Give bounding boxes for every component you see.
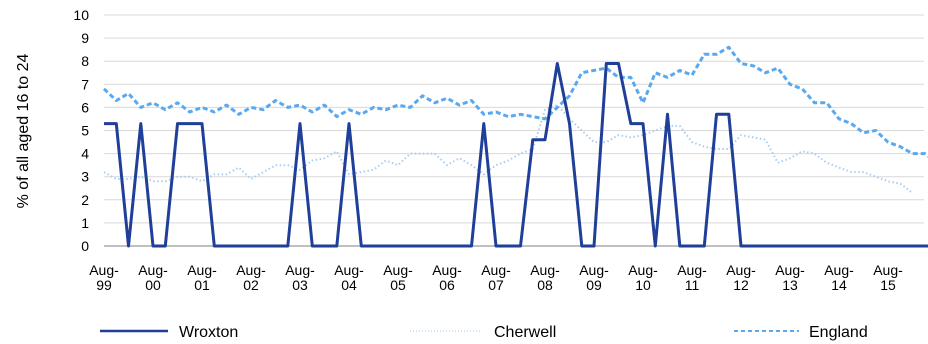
series-lines	[102, 45, 928, 248]
x-tick-05: Aug-05	[383, 262, 413, 293]
series-line-england	[102, 45, 928, 158]
x-tick-label-top: Aug-	[481, 262, 511, 278]
x-tick-label-top: Aug-	[775, 262, 805, 278]
series-line-wroxton	[104, 62, 928, 248]
x-tick-11: Aug-11	[677, 262, 707, 293]
legend-label-england: England	[809, 324, 868, 341]
y-tick-label-2: 2	[81, 192, 89, 208]
y-tick-label-5: 5	[81, 123, 89, 139]
x-tick-99: Aug-99	[89, 262, 119, 293]
x-tick-label-bottom: 08	[537, 277, 553, 293]
x-tick-label-top: Aug-	[334, 262, 364, 278]
x-tick-02: Aug-02	[236, 262, 266, 293]
x-tick-00: Aug-00	[138, 262, 168, 293]
x-tick-04: Aug-04	[334, 262, 364, 293]
x-tick-14: Aug-14	[824, 262, 854, 293]
x-tick-label-top: Aug-	[285, 262, 315, 278]
x-tick-01: Aug-01	[187, 262, 217, 293]
x-tick-label-top: Aug-	[530, 262, 560, 278]
x-tick-label-bottom: 05	[390, 277, 406, 293]
x-tick-label-bottom: 10	[635, 277, 651, 293]
y-tick-label-7: 7	[81, 76, 89, 92]
x-tick-label-bottom: 00	[145, 277, 161, 293]
x-tick-label-bottom: 11	[685, 277, 700, 293]
x-axis-ticks: Aug-99Aug-00Aug-01Aug-02Aug-03Aug-04Aug-…	[89, 262, 903, 293]
x-tick-label-bottom: 06	[439, 277, 455, 293]
x-tick-label-bottom: 03	[292, 277, 308, 293]
x-tick-label-top: Aug-	[726, 262, 756, 278]
x-tick-label-top: Aug-	[432, 262, 462, 278]
x-tick-label-top: Aug-	[873, 262, 903, 278]
gridlines	[104, 14, 924, 224]
x-tick-label-top: Aug-	[138, 262, 168, 278]
x-tick-06: Aug-06	[432, 262, 462, 293]
series-line-cherwell	[103, 104, 914, 194]
x-tick-label-top: Aug-	[383, 262, 413, 278]
y-tick-label-0: 0	[81, 238, 89, 254]
legend-label-wroxton: Wroxton	[179, 324, 238, 341]
y-tick-label-4: 4	[81, 146, 89, 162]
x-tick-07: Aug-07	[481, 262, 511, 293]
x-tick-10: Aug-10	[628, 262, 658, 293]
y-tick-label-10: 10	[73, 7, 89, 23]
x-tick-label-bottom: 04	[341, 277, 357, 293]
x-tick-label-top: Aug-	[824, 262, 854, 278]
x-tick-label-top: Aug-	[187, 262, 217, 278]
x-tick-label-bottom: 09	[586, 277, 602, 293]
x-tick-label-bottom: 07	[488, 277, 504, 293]
x-tick-label-bottom: 14	[831, 277, 847, 293]
x-tick-13: Aug-13	[775, 262, 805, 293]
legend: Wroxton Cherwell England	[100, 324, 868, 341]
x-tick-label-top: Aug-	[628, 262, 658, 278]
x-tick-label-top: Aug-	[579, 262, 609, 278]
y-tick-label-1: 1	[81, 215, 89, 231]
x-tick-03: Aug-03	[285, 262, 315, 293]
x-tick-15: Aug-15	[873, 262, 903, 293]
x-tick-label-bottom: 12	[733, 277, 749, 293]
x-tick-label-bottom: 13	[782, 277, 798, 293]
y-tick-label-3: 3	[81, 169, 89, 185]
x-tick-12: Aug-12	[726, 262, 756, 293]
x-tick-label-bottom: 01	[194, 277, 210, 293]
y-axis-label: % of all aged 16 to 24	[15, 54, 32, 209]
x-tick-label-top: Aug-	[89, 262, 119, 278]
legend-label-cherwell: Cherwell	[494, 324, 556, 341]
x-tick-label-top: Aug-	[677, 262, 707, 278]
y-tick-label-9: 9	[81, 30, 89, 46]
y-tick-label-8: 8	[81, 53, 89, 69]
x-tick-09: Aug-09	[579, 262, 609, 293]
x-tick-08: Aug-08	[530, 262, 560, 293]
x-tick-label-top: Aug-	[236, 262, 266, 278]
y-tick-label-6: 6	[81, 99, 89, 115]
y-axis-ticks: 0 1 2 3 4 5 6 7 8 9 10	[73, 7, 89, 254]
x-tick-label-bottom: 99	[96, 277, 112, 293]
x-tick-label-bottom: 15	[880, 277, 896, 293]
x-tick-label-bottom: 02	[243, 277, 259, 293]
